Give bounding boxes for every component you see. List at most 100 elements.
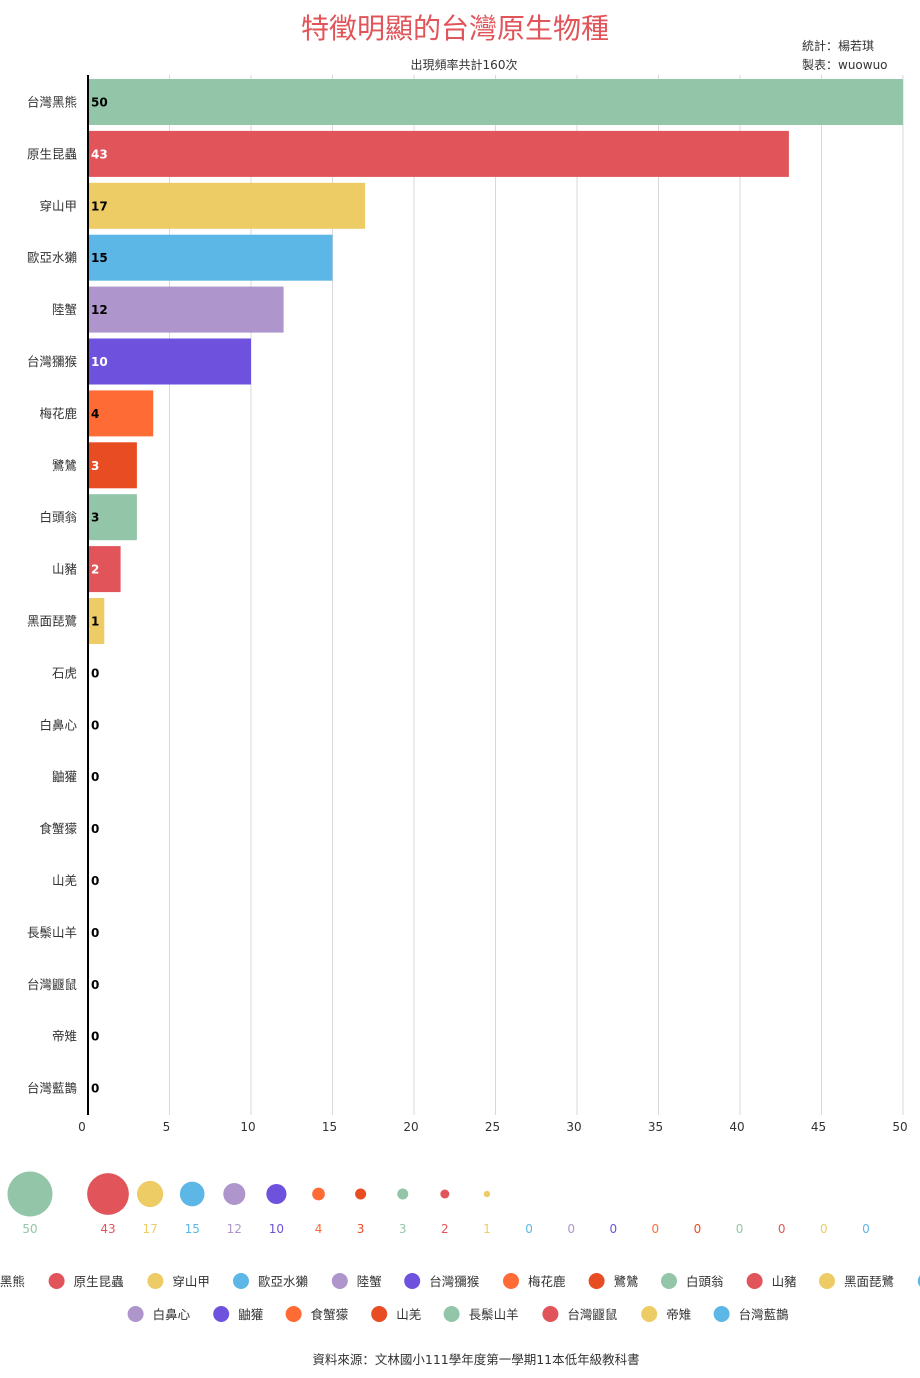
legend-label-歐亞水獺: 歐亞水獺 [258,1274,309,1289]
bubble-原生昆蟲 [87,1173,129,1215]
category-label-穿山甲: 穿山甲 [39,198,77,213]
bar-台灣黑熊 [88,79,903,125]
bar-山豬 [88,546,121,593]
category-label-台灣藍鵲: 台灣藍鵲 [27,1081,77,1096]
x-tick-labels: 0 5 10 15 20 25 30 35 40 45 50 [78,1120,907,1134]
value-label-歐亞水獺: 15 [91,251,108,265]
legend-swatch-石虎 [917,1275,920,1287]
legend-swatch-長鬃山羊 [443,1306,460,1322]
legend-label-台灣黑熊: 台灣黑熊 [0,1274,25,1289]
value-label-穿山甲: 17 [91,199,108,213]
category-label-歐亞水獺: 歐亞水獺 [27,250,78,265]
value-label-石虎: 0 [91,666,99,680]
category-label-白頭翁: 白頭翁 [39,510,77,525]
legend-label-山豬: 山豬 [772,1274,797,1289]
legend-label-帝雉: 帝雉 [666,1307,691,1322]
x-tick-5: 5 [163,1120,171,1134]
x-tick-20: 20 [403,1120,418,1134]
legend-swatch-白鼻心 [127,1306,144,1322]
bubble-value-食蟹獴: 0 [652,1222,660,1236]
x-tick-40: 40 [729,1120,744,1134]
bar-台灣獼猴 [88,338,251,385]
bubble-value-帝雉: 0 [820,1222,828,1236]
category-label-原生昆蟲: 原生昆蟲 [27,146,78,161]
value-label-台灣鼴鼠: 0 [91,978,99,992]
bar-歐亞水獺 [88,234,333,281]
x-tick-0: 0 [78,1120,86,1134]
bar-鷺鷥 [88,442,137,489]
legend-label-白鼻心: 白鼻心 [153,1307,191,1322]
legend-swatch-歐亞水獺 [233,1273,249,1289]
category-label-陸蟹: 陸蟹 [52,302,77,317]
bar-穿山甲 [88,182,366,229]
bubble-value-長鬃山羊: 0 [736,1222,744,1236]
legend-label-山羌: 山羌 [396,1307,421,1322]
legend-swatch-鷺鷥 [588,1273,605,1289]
legend: 台灣黑熊原生昆蟲穿山甲歐亞水獺陸蟹台灣獼猴梅花鹿鷺鷥白頭翁山豬黑面琵鷺石虎白鼻心… [0,1273,920,1322]
category-label-黑面琵鷺: 黑面琵鷺 [27,614,78,629]
source-note: 資料來源：文林國小111學年度第一學期11本低年級教科書 [312,1352,639,1367]
bubble-黑面琵鷺 [483,1190,491,1198]
legend-swatch-台灣獼猴 [404,1273,421,1289]
bar-梅花鹿 [88,390,154,437]
bar-原生昆蟲 [88,130,789,177]
credit-maker: 製表：wuowuo [802,58,888,72]
value-label-食蟹獴: 0 [91,822,99,836]
x-tick-30: 30 [566,1120,581,1134]
legend-swatch-穿山甲 [147,1273,164,1289]
legend-label-原生昆蟲: 原生昆蟲 [74,1274,125,1289]
chart-subtitle: 出現頻率共計160次 [411,57,518,72]
legend-swatch-山豬 [746,1273,763,1289]
legend-swatch-山羌 [371,1306,388,1322]
legend-label-鼬獾: 鼬獾 [238,1307,263,1322]
bubble-value-梅花鹿: 4 [315,1222,323,1236]
value-label-台灣獼猴: 10 [91,355,108,369]
category-label-長鬃山羊: 長鬃山羊 [27,925,77,940]
bubble-鷺鷥 [355,1188,367,1200]
category-label-石虎: 石虎 [52,665,77,680]
legend-label-食蟹獴: 食蟹獴 [311,1307,349,1322]
legend-label-穿山甲: 穿山甲 [172,1274,210,1289]
value-label-鷺鷥: 3 [91,459,99,473]
bubble-台灣獼猴 [266,1183,287,1205]
value-label-白鼻心: 0 [91,718,99,732]
legend-label-台灣獼猴: 台灣獼猴 [429,1274,480,1289]
bubble-value-台灣藍鵲: 0 [862,1222,870,1236]
x-tick-25: 25 [485,1120,500,1134]
legend-label-鷺鷥: 鷺鷥 [614,1274,639,1289]
legend-swatch-台灣藍鵲 [713,1306,730,1322]
x-tick-10: 10 [240,1120,255,1134]
bubble-value-台灣黑熊: 50 [22,1222,37,1236]
category-label-鷺鷥: 鷺鷥 [52,458,77,473]
x-tick-50: 50 [892,1120,907,1134]
bubble-白頭翁 [397,1188,409,1200]
x-tick-15: 15 [322,1120,337,1134]
bubble-value-陸蟹: 12 [227,1222,242,1236]
legend-label-陸蟹: 陸蟹 [357,1274,382,1289]
category-label-帝雉: 帝雉 [52,1029,77,1044]
legend-swatch-帝雉 [641,1306,658,1322]
category-labels: 台灣黑熊原生昆蟲穿山甲歐亞水獺陸蟹台灣獼猴梅花鹿鷺鷥白頭翁山豬黑面琵鷺石虎白鼻心… [27,95,78,1096]
legend-swatch-陸蟹 [331,1273,348,1289]
bubble-value-原生昆蟲: 43 [100,1222,115,1236]
bubble-value-台灣獼猴: 10 [269,1222,284,1236]
bar-黑面琵鷺 [88,598,105,644]
category-label-山羌: 山羌 [52,873,77,888]
bubble-row: 50 43 17 15 12 10 4 3 3 2 1 0 0 0 0 0 0 0 0 0 [7,1171,870,1236]
value-label-山豬: 2 [91,563,99,577]
legend-label-白頭翁: 白頭翁 [686,1274,724,1289]
value-label-原生昆蟲: 43 [91,147,108,161]
x-tick-45: 45 [811,1120,826,1134]
legend-swatch-食蟹獴 [285,1306,302,1322]
bubble-value-山羌: 0 [694,1222,702,1236]
bubble-梅花鹿 [312,1187,325,1201]
legend-swatch-原生昆蟲 [48,1273,65,1289]
legend-swatch-台灣鼴鼠 [542,1306,559,1322]
category-label-梅花鹿: 梅花鹿 [39,406,77,421]
bubble-穿山甲 [136,1180,164,1208]
value-label-梅花鹿: 4 [91,407,99,421]
value-label-台灣黑熊: 50 [91,96,108,110]
category-label-台灣獼猴: 台灣獼猴 [27,354,78,369]
category-label-台灣黑熊: 台灣黑熊 [27,95,77,110]
value-label-陸蟹: 12 [91,303,108,317]
